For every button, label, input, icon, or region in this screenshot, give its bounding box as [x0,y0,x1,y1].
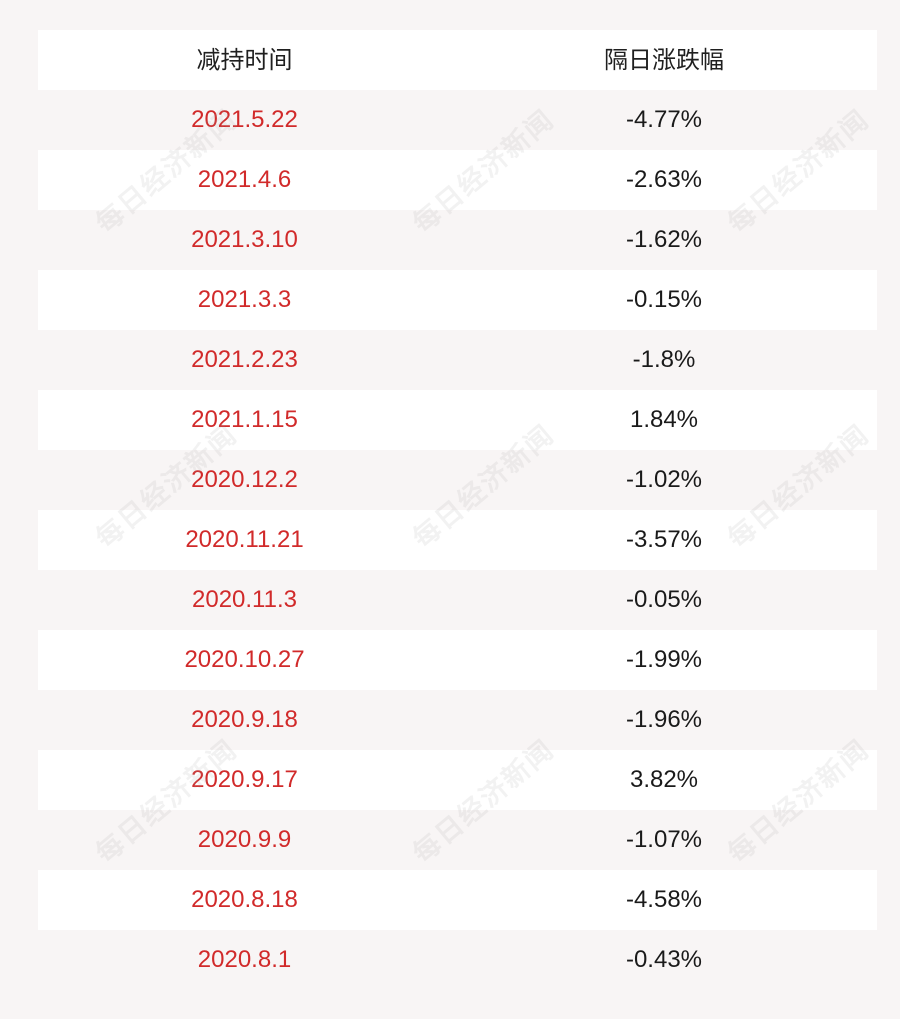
row-change: 3.82% [629,766,699,793]
row-change: -2.63% [625,166,703,193]
row-change: -1.96% [625,706,703,733]
row-change: -1.02% [625,466,703,493]
table-row: 2021.4.6 -2.63% [38,150,877,210]
row-change: -0.43% [625,946,703,973]
row-change: -3.57% [625,526,703,553]
row-date: 2020.9.9 [197,826,292,853]
row-change: -1.99% [625,646,703,673]
row-date: 2021.2.23 [191,346,298,373]
row-date: 2021.3.3 [197,286,292,313]
row-change: -1.07% [625,826,703,853]
table-row: 2021.1.15 1.84% [38,390,877,450]
table-row: 2021.3.10 -1.62% [38,210,877,270]
row-change: -4.77% [625,106,703,133]
table-row: 2021.2.23 -1.8% [38,330,877,390]
row-date: 2020.8.18 [191,886,298,913]
row-change: -0.05% [625,586,703,613]
table-row: 2020.9.18 -1.96% [38,690,877,750]
table-row: 2021.5.22 -4.77% [38,90,877,150]
row-date: 2020.9.17 [191,766,298,793]
reduction-table: 减持时间 隔日涨跌幅 2021.5.22 -4.77% 2021.4.6 -2.… [38,30,877,990]
table-header: 减持时间 隔日涨跌幅 [38,30,877,90]
row-change: -4.58% [625,886,703,913]
table-row: 2020.12.2 -1.02% [38,450,877,510]
row-date: 2020.10.27 [184,646,305,673]
row-change: -0.15% [625,286,703,313]
row-change: -1.62% [625,226,703,253]
row-change: -1.8% [632,346,696,373]
row-change: 1.84% [629,406,699,433]
table-row: 2021.3.3 -0.15% [38,270,877,330]
row-date: 2020.12.2 [191,466,298,493]
header-date: 减持时间 [196,46,293,74]
row-date: 2021.3.10 [191,226,298,253]
table-row: 2020.9.9 -1.07% [38,810,877,870]
row-date: 2021.5.22 [191,106,298,133]
row-date: 2020.8.1 [197,946,292,973]
table-row: 2020.10.27 -1.99% [38,630,877,690]
table-row: 2020.11.21 -3.57% [38,510,877,570]
row-date: 2020.11.21 [185,526,304,553]
table-row: 2020.8.1 -0.43% [38,930,877,990]
table-row: 2020.8.18 -4.58% [38,870,877,930]
header-change: 隔日涨跌幅 [604,46,724,74]
table-row: 2020.9.17 3.82% [38,750,877,810]
table-row: 2020.11.3 -0.05% [38,570,877,630]
row-date: 2021.4.6 [197,166,292,193]
row-date: 2020.9.18 [191,706,298,733]
row-date: 2021.1.15 [191,406,298,433]
row-date: 2020.11.3 [192,586,297,613]
